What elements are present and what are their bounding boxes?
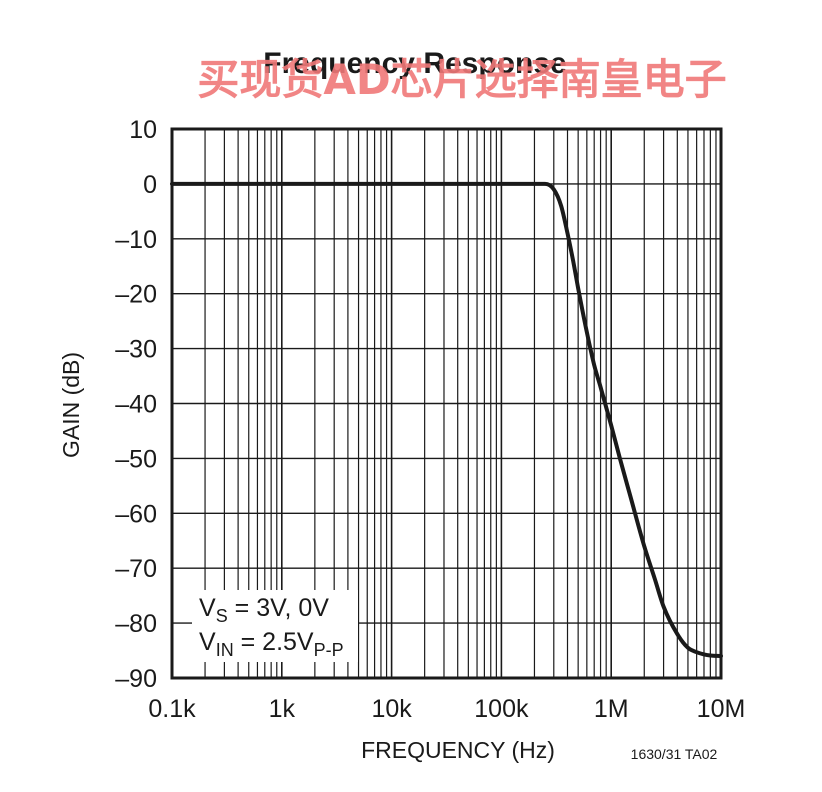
- gain-curve-point: [390, 182, 393, 185]
- annotation-vs-sub: S: [216, 606, 228, 626]
- x-tick-label: 10k: [371, 695, 412, 723]
- y-tick-label: –80: [115, 610, 157, 638]
- gain-curve-point: [709, 654, 712, 657]
- watermark-text: 买现货AD芯片选择南皇电子: [197, 55, 726, 104]
- gain-curve-point: [629, 495, 632, 498]
- x-tick-label: 1k: [269, 695, 296, 723]
- gain-curve-point: [686, 646, 689, 649]
- annotation-line-vin: VIN = 2.5VP-P: [199, 628, 344, 660]
- y-tick-label: –30: [115, 336, 157, 364]
- gain-curve-point: [702, 653, 705, 656]
- x-tick-label: 10M: [697, 695, 746, 723]
- gain-curve-point: [662, 605, 665, 608]
- gain-curve-point: [643, 545, 646, 548]
- gain-curve-point: [585, 331, 588, 334]
- gain-curve-points: [171, 182, 723, 657]
- annotation-vs-main: V: [199, 594, 216, 622]
- chart-title: Frequency Response: [263, 47, 566, 80]
- y-tick-label: –20: [115, 281, 157, 309]
- annotation-background: [192, 590, 358, 662]
- y-tick-label: –50: [115, 445, 157, 473]
- figure-code: 1630/31 TA02: [631, 746, 718, 762]
- gain-curve-point: [560, 204, 563, 207]
- annotation-vin-sub2: P-P: [314, 640, 344, 660]
- gain-curve-point: [280, 182, 283, 185]
- annotation-vin-sub: IN: [216, 640, 234, 660]
- plot-frame: [170, 127, 723, 680]
- y-tick-label: 10: [129, 116, 157, 144]
- y-tick-label: –90: [115, 665, 157, 693]
- gain-curve-point: [676, 633, 679, 636]
- gain-curve-point: [500, 182, 503, 185]
- x-tick-label: 1M: [594, 695, 629, 723]
- gain-curve-point: [593, 364, 596, 367]
- gain-curve: [170, 181, 723, 659]
- annotation-vin-rest: = 2.5V: [234, 628, 314, 656]
- gain-curve-point: [720, 655, 723, 658]
- gain-curve-point: [566, 232, 569, 235]
- annotation-vs-rest: = 3V, 0V: [228, 594, 330, 622]
- y-tick-labels: 10 0 –10 –20 –30 –40 –50 –60 –70 –80 –90: [115, 116, 157, 693]
- y-tick-label: –40: [115, 391, 157, 419]
- conditions-annotation: VS = 3V, 0V VIN = 2.5VP-P: [192, 590, 358, 662]
- gain-curve-point: [653, 578, 656, 581]
- annotation-line-vs: VS = 3V, 0V: [199, 594, 329, 626]
- gain-curve-point: [577, 287, 580, 290]
- gain-curve-point: [533, 182, 536, 185]
- gain-curve-point: [171, 182, 174, 185]
- gain-curve-point: [572, 259, 575, 262]
- annotation-vin-main: V: [199, 628, 216, 656]
- y-tick-label: –10: [115, 226, 157, 254]
- y-tick-label: 0: [143, 171, 157, 199]
- y-tick-label: –70: [115, 555, 157, 583]
- y-axis-label: GAIN (dB): [58, 352, 84, 458]
- gain-curve-point: [695, 651, 698, 654]
- gain-curve-point: [610, 424, 613, 427]
- x-tick-label: 100k: [474, 695, 529, 723]
- gain-curve-point: [544, 182, 547, 185]
- x-tick-labels: 0.1k 1k 10k 100k 1M 10M: [148, 695, 745, 723]
- x-tick-label: 0.1k: [148, 695, 196, 723]
- y-tick-label: –60: [115, 500, 157, 528]
- gain-curve-point: [618, 457, 621, 460]
- gain-curve-point: [552, 188, 555, 191]
- x-axis-label: FREQUENCY (Hz): [361, 737, 555, 763]
- gain-curve-point: [599, 386, 602, 389]
